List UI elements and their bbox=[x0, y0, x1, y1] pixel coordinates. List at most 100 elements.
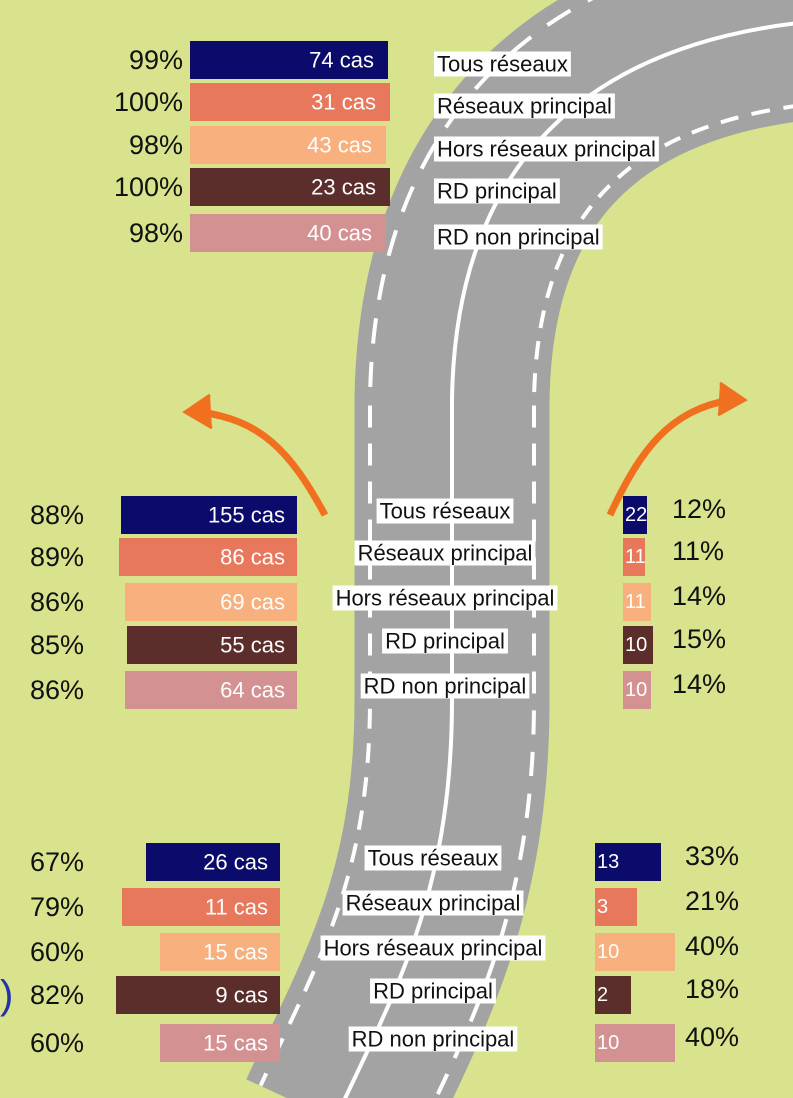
bar bbox=[125, 583, 297, 621]
count: 10 bbox=[597, 941, 619, 963]
percent: 18% bbox=[685, 974, 739, 1004]
cases: 26 cas bbox=[203, 850, 268, 875]
bar bbox=[595, 976, 631, 1014]
label-background bbox=[434, 93, 615, 119]
percent: 79% bbox=[30, 892, 84, 922]
cases: 55 cas bbox=[220, 633, 285, 658]
count: 13 bbox=[597, 851, 619, 873]
count: 10 bbox=[625, 679, 647, 701]
count: 10 bbox=[597, 1032, 619, 1054]
arrows bbox=[182, 381, 748, 517]
cases: 155 cas bbox=[208, 503, 285, 528]
label-background bbox=[364, 845, 502, 871]
bar bbox=[623, 583, 651, 621]
bar bbox=[623, 626, 653, 664]
row-label: Tous réseaux bbox=[380, 499, 511, 524]
cases: 9 cas bbox=[215, 983, 268, 1008]
bar bbox=[190, 126, 386, 164]
label-background bbox=[434, 51, 571, 77]
bar bbox=[595, 843, 661, 881]
bar bbox=[160, 1024, 280, 1062]
row-label: Hors réseaux principal bbox=[336, 586, 555, 611]
bar bbox=[595, 1024, 675, 1062]
percent: 14% bbox=[672, 581, 726, 611]
label-background bbox=[370, 978, 496, 1004]
label-background bbox=[434, 224, 603, 250]
row-label: Réseaux principal bbox=[358, 541, 533, 566]
percent: 14% bbox=[672, 669, 726, 699]
label-background bbox=[382, 628, 508, 654]
cases: 40 cas bbox=[307, 221, 372, 246]
cases: 31 cas bbox=[311, 90, 376, 115]
bar bbox=[116, 976, 280, 1014]
label-background bbox=[434, 136, 659, 162]
bar bbox=[623, 671, 651, 709]
count: 22 bbox=[625, 504, 647, 526]
bar bbox=[190, 168, 390, 206]
row-label: Réseaux principal bbox=[346, 891, 521, 916]
cases: 11 cas bbox=[205, 895, 268, 920]
percent: 100% bbox=[114, 87, 183, 117]
percent: 86% bbox=[30, 587, 84, 617]
count: 10 bbox=[625, 634, 647, 656]
percent: 40% bbox=[685, 1022, 739, 1052]
cases: 23 cas bbox=[311, 175, 376, 200]
label-background bbox=[376, 498, 514, 524]
percent: 60% bbox=[30, 937, 84, 967]
percent: 12% bbox=[672, 494, 726, 524]
row-label: RD principal bbox=[385, 629, 505, 654]
cases: 64 cas bbox=[220, 678, 285, 703]
percent: 88% bbox=[30, 500, 84, 530]
row-label: Tous réseaux bbox=[437, 52, 568, 77]
bar bbox=[623, 496, 647, 534]
label-background bbox=[348, 1026, 518, 1052]
count: 11 bbox=[625, 546, 646, 568]
bar bbox=[121, 496, 297, 534]
row-label: Tous réseaux bbox=[368, 846, 499, 871]
count: 3 bbox=[597, 896, 608, 918]
count: 2 bbox=[597, 984, 608, 1006]
row-label: Hors réseaux principal bbox=[324, 936, 543, 961]
bar bbox=[190, 83, 390, 121]
label-background bbox=[320, 935, 546, 961]
bar bbox=[146, 843, 280, 881]
bar bbox=[623, 538, 645, 576]
row-label: RD principal bbox=[437, 179, 557, 204]
count: 11 bbox=[625, 591, 646, 613]
percent: 67% bbox=[30, 847, 84, 877]
percent: 60% bbox=[30, 1028, 84, 1058]
percent: 99% bbox=[129, 45, 183, 75]
percent: 82% bbox=[30, 980, 84, 1010]
row-label: RD non principal bbox=[364, 674, 527, 699]
label-background bbox=[354, 540, 536, 566]
bar bbox=[190, 41, 388, 79]
bar bbox=[119, 538, 297, 576]
text-fragment: ) bbox=[0, 973, 13, 1017]
percent: 15% bbox=[672, 624, 726, 654]
label-background bbox=[360, 673, 530, 699]
row-label: Réseaux principal bbox=[437, 94, 612, 119]
label-background bbox=[342, 890, 524, 916]
label-background bbox=[332, 585, 558, 611]
cases: 74 cas bbox=[309, 48, 374, 73]
percent: 100% bbox=[114, 172, 183, 202]
percent: 89% bbox=[30, 542, 84, 572]
bar bbox=[190, 214, 386, 252]
percent: 85% bbox=[30, 630, 84, 660]
percent: 40% bbox=[685, 931, 739, 961]
percent: 21% bbox=[685, 886, 739, 916]
percent: 33% bbox=[685, 841, 739, 871]
cases: 86 cas bbox=[220, 545, 285, 570]
percent: 98% bbox=[129, 218, 183, 248]
bar bbox=[125, 671, 297, 709]
bar bbox=[595, 888, 637, 926]
row-label: RD non principal bbox=[437, 225, 600, 250]
label-background bbox=[434, 178, 560, 204]
cases: 69 cas bbox=[220, 590, 285, 615]
percent: 86% bbox=[30, 675, 84, 705]
bar bbox=[122, 888, 280, 926]
bar bbox=[595, 933, 675, 971]
row-label: Hors réseaux principal bbox=[437, 137, 656, 162]
cases: 15 cas bbox=[203, 940, 268, 965]
